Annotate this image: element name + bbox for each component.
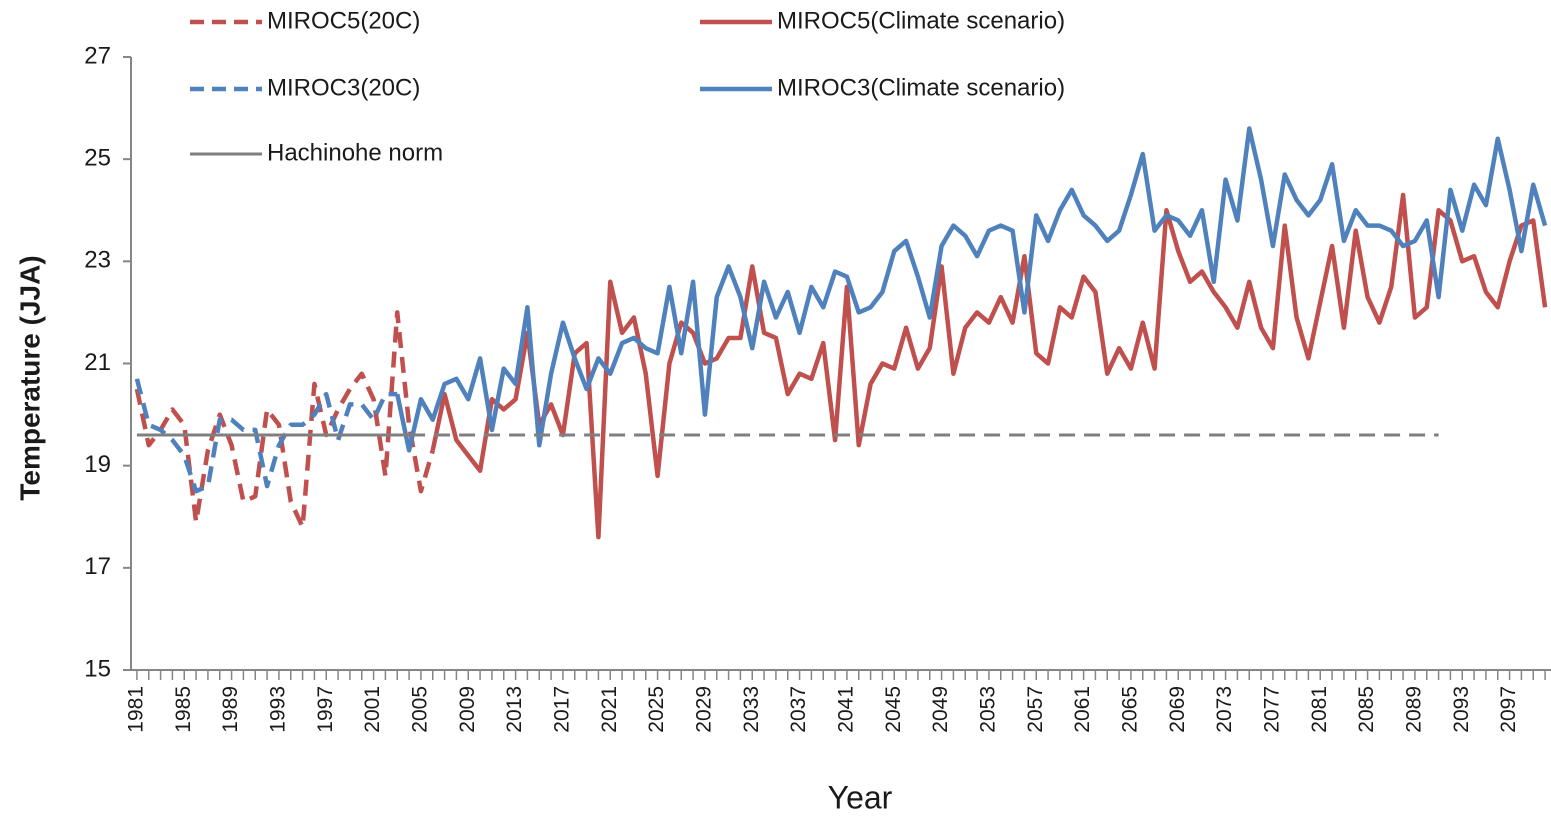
series-line [430, 192, 1548, 540]
x-tick-label: 2009 [456, 686, 479, 733]
x-tick-label: 2085 [1355, 686, 1378, 733]
x-tick-label: 2069 [1166, 686, 1189, 733]
x-tick-label: 2053 [976, 686, 999, 733]
legend-label: MIROC3(Climate scenario) [777, 74, 1065, 101]
x-tick-label: 2061 [1071, 686, 1094, 733]
x-tick-label: 2077 [1260, 686, 1283, 733]
y-tick-label: 27 [84, 42, 111, 69]
x-tick-label: 2081 [1308, 686, 1331, 733]
legend-label: MIROC5(Climate scenario) [777, 7, 1065, 34]
y-tick-label: 25 [84, 145, 111, 172]
series-line [134, 310, 435, 530]
x-tick-label: 2005 [408, 686, 431, 733]
x-tick-label: 2065 [1118, 686, 1141, 733]
x-tick-label: 2021 [598, 686, 621, 733]
y-tick-label: 23 [84, 247, 111, 274]
x-tick-label: 2001 [361, 686, 384, 733]
legend-label: Hachinohe norm [267, 139, 443, 166]
x-tick-label: 1981 [124, 686, 147, 733]
x-tick-label: 2041 [834, 686, 857, 733]
x-tick-label: 2037 [787, 686, 810, 733]
x-tick-label: 1997 [314, 686, 337, 733]
x-axis-title: Year [828, 779, 893, 815]
x-tick-label: 2089 [1402, 686, 1425, 733]
x-tick-label: 2033 [740, 686, 763, 733]
legend-label: MIROC3(20C) [267, 74, 420, 101]
x-tick-label: 2017 [550, 686, 573, 733]
legend-label: MIROC5(20C) [267, 7, 420, 34]
x-tick-label: 1985 [172, 686, 195, 733]
y-tick-label: 21 [84, 349, 111, 376]
x-tick-label: 2025 [645, 686, 668, 733]
x-tick-label: 2073 [1213, 686, 1236, 733]
x-tick-label: 2045 [882, 686, 905, 733]
y-axis-title: Temperature (JJA) [14, 255, 45, 500]
y-tick-label: 17 [84, 553, 111, 580]
series-line [134, 378, 398, 494]
x-tick-label: 2013 [503, 686, 526, 733]
x-tick-label: 1993 [266, 686, 289, 733]
x-tick-label: 1989 [219, 686, 242, 733]
y-tick-label: 19 [84, 451, 111, 478]
x-tick-label: 2057 [1024, 686, 1047, 733]
y-tick-label: 15 [84, 655, 111, 682]
x-tick-label: 2029 [692, 686, 715, 733]
x-tick-label: 2097 [1497, 686, 1520, 733]
x-tick-label: 2049 [929, 686, 952, 733]
series-line [395, 126, 1548, 453]
x-tick-label: 2093 [1450, 686, 1473, 733]
